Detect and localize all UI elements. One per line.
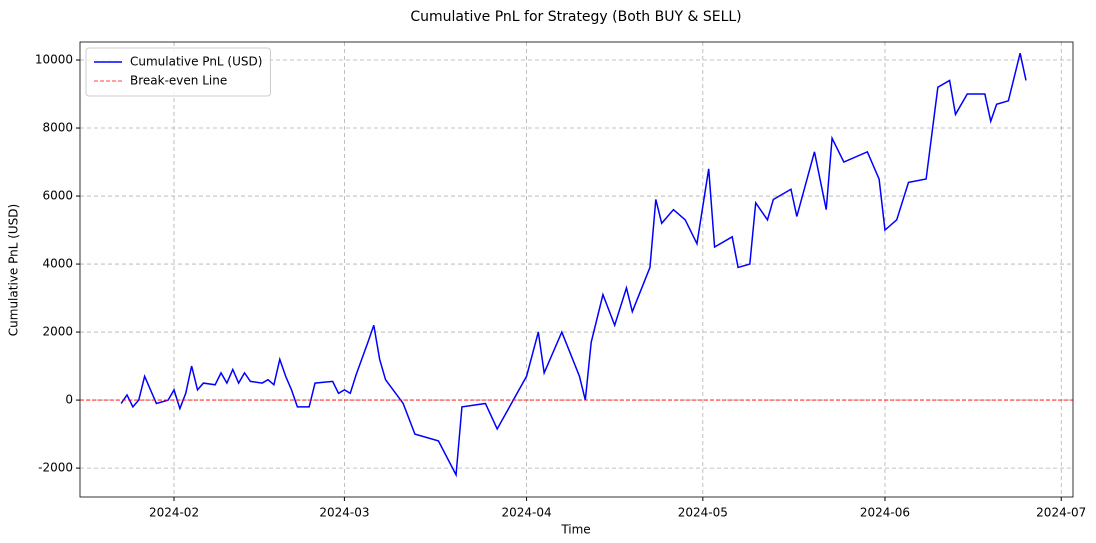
plot-frame	[79, 41, 1074, 498]
x-tick-label: 2024-05	[678, 506, 728, 520]
y-tick-label: 6000	[42, 189, 73, 203]
x-tick-label: 2024-04	[501, 506, 551, 520]
y-tick-label: 10000	[35, 53, 73, 67]
y-tick-label: 2000	[42, 325, 73, 339]
legend-box	[85, 47, 271, 97]
legend-label: Cumulative PnL (USD)	[130, 55, 262, 69]
x-tick-label: 2024-02	[149, 506, 199, 520]
x-tick-label: 2024-03	[319, 506, 369, 520]
line-series	[120, 53, 1027, 478]
x-axis-label: Time	[560, 523, 590, 537]
x-tick-label: 2024-06	[860, 506, 910, 520]
y-axis-label: Cumulative PnL (USD)	[7, 204, 21, 336]
y-tick-label: 0	[65, 393, 73, 407]
y-tick-label: 4000	[42, 257, 73, 271]
y-tick-label: 8000	[42, 121, 73, 135]
chart-title: Cumulative PnL for Strategy (Both BUY & …	[410, 9, 741, 25]
y-tick-label: -2000	[38, 461, 73, 475]
legend: Cumulative PnL (USD) Break-even Line	[85, 47, 271, 97]
legend-label: Break-even Line	[130, 74, 227, 88]
x-tick-label: 2024-07	[1036, 506, 1086, 520]
